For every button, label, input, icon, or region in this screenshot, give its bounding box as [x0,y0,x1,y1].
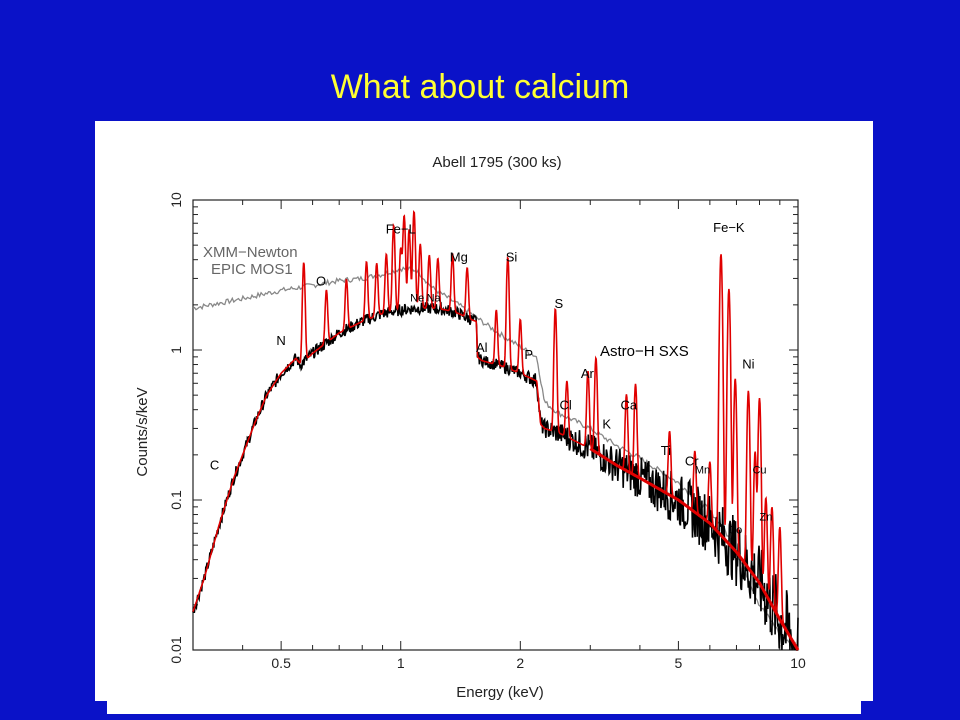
element-label-fek: Fe−K [713,220,745,235]
element-label-p: P [524,347,533,362]
element-label-ca: Ca [620,398,637,413]
element-label-s: S [554,296,563,311]
element-label-mg: Mg [450,249,468,264]
chart-panel-bottom-strip [107,700,861,714]
x-tick-label: 10 [790,655,806,671]
element-label-ne: Ne [410,293,424,305]
element-label-si: Si [506,249,518,264]
element-label-ar: Ar [581,366,595,381]
chart-title: Abell 1795 (300 ks) [432,154,561,171]
element-label-n: N [276,333,285,348]
element-label-cr: Cr [685,453,699,468]
x-tick-label: 0.5 [271,655,291,671]
y-tick-label: 10 [168,192,184,208]
element-label-ti: Ti [661,443,671,458]
slide-title: What about calcium [330,68,630,106]
y-tick-label: 0.1 [168,490,184,510]
x-tick-label: 2 [516,655,524,671]
y-axis-label: Counts/s/keV [134,387,151,476]
element-label-c: C [210,457,219,472]
element-label-co: Co [728,524,742,536]
astro-h-sxs-continuum [589,447,800,651]
x-axis-label: Energy (keV) [456,684,544,701]
y-tick-label: 1 [168,346,184,354]
element-label-al: Al [476,340,488,355]
chart-panel [95,121,873,701]
element-label-cu: Cu [752,465,766,477]
element-label-zn: Zn [759,512,772,524]
plot-frame [192,199,799,651]
series-label-xmm-line1: XMM−Newton [203,244,298,261]
axes: 0.5 1 2 5 10 0.01 0.1 1 10 [168,192,806,671]
y-tick-label: 0.01 [168,636,184,663]
astro-h-sxs-model [192,210,799,651]
series-layer [192,210,800,651]
element-label-o: O [316,273,326,288]
element-label-na: Na [427,293,442,305]
element-label-mn: Mn [695,465,710,477]
series-label-astro-h-sxs: Astro−H SXS [600,343,689,360]
x-tick-label: 5 [675,655,683,671]
x-tick-label: 1 [397,655,405,671]
element-label-k: K [602,416,611,431]
element-label-fel: Fe−L [386,221,416,236]
element-label-cl: Cl [559,398,571,413]
series-label-xmm-line2: EPIC MOS1 [211,261,293,278]
element-label-ni: Ni [742,357,754,372]
astro-h-sxs-data [192,300,799,651]
